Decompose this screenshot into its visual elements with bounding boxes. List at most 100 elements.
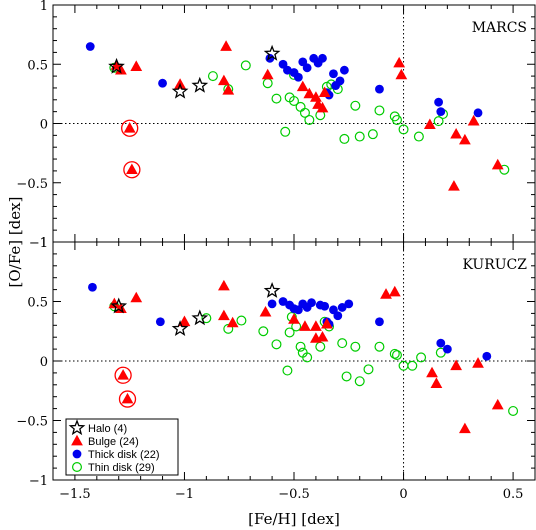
thin-disk-point [223,323,234,334]
bulge-point [299,320,311,331]
thick-disk-point [344,299,354,309]
bulge-point [467,114,480,126]
thin-disk-point [407,360,418,371]
bulge-point [459,133,471,145]
legend-marker-thick-disk [72,449,82,459]
bulge-point [130,291,143,303]
thin-disk-point [284,327,295,338]
bulge-point [380,288,392,299]
thick-disk-point [436,338,446,348]
thick-disk-point [339,65,349,75]
bulge-point [123,122,136,133]
thick-disk-point [329,69,338,79]
thin-disk-point [391,114,402,125]
thin-disk-point [354,376,365,387]
y-tick-label: −1 [29,236,48,251]
thin-disk-point [289,95,300,106]
thin-disk-point [280,126,291,137]
bulge-point [130,60,143,71]
thick-disk-point [436,107,446,117]
legend-label: Bulge (24) [88,436,139,448]
bulge-point [426,366,438,378]
legend-marker-thin-disk [71,462,82,473]
x-tick-label: −1.5 [59,487,91,502]
thin-disk-point [367,129,378,140]
thick-disk-point [293,72,303,82]
bulge-point [310,91,322,102]
y-tick-label: 1 [40,236,48,251]
legend: Halo (4)Bulge (24)Thick disk (22)Thin di… [65,418,179,476]
bulge-point [310,320,322,331]
halo-point [191,76,209,93]
legend-box [65,418,179,476]
thick-disk-point [307,298,316,308]
y-tick-label: 0.5 [27,296,48,311]
thick-disk-point [278,297,288,306]
thick-disk-point [318,53,327,63]
halo-point [263,44,281,61]
thick-disk-point [375,84,384,94]
thin-disk-point [363,364,374,375]
thick-disk-point [85,42,95,51]
thin-disk-point [508,405,519,416]
y-tick-label: −0.5 [16,177,48,192]
x-tick-label: −0.5 [278,487,310,502]
legend-label: Thick disk (22) [88,449,160,461]
thin-disk-point [389,348,400,359]
y-tick-label: 1 [40,0,48,14]
thick-disk-point [482,351,492,361]
bulge-point [320,317,333,329]
bulge-point [395,68,408,80]
thick-disk-point [155,317,165,327]
bulge-circled-marker [118,390,137,408]
bulge-point [450,127,463,139]
panel-1: −1 −0.5 0 0.5 1 KURUCZ Halo (4)Bulge (24)Thick… [16,236,536,489]
thin-disk-point [271,93,282,104]
bulge-point [430,377,443,388]
thin-disk-point [339,133,350,144]
thin-disk-point [354,131,365,142]
thick-disk-point [88,282,97,292]
thin-disk-point [374,105,385,116]
bulge-point [218,74,230,86]
thin-disk-point [299,107,310,118]
bulge-point [178,315,191,327]
y-axis-label: [O/Fe] [dex] [6,197,24,288]
thin-disk-point [499,164,510,175]
thin-disk-point [304,114,315,125]
halo-point [191,309,209,326]
halo-point [171,320,189,336]
y-tick-label: 0 [40,355,48,370]
panel-label: MARCS [472,20,527,36]
thick-disk-point [267,299,277,309]
bulge-point [316,101,329,113]
halo-point [108,57,125,74]
thin-disk-point [315,341,326,352]
legend-label: Halo (4) [88,423,127,435]
thick-disk-point [158,78,167,88]
thin-disk-point [398,124,409,135]
thin-disk-point [302,352,313,363]
thin-disk-point [391,350,402,361]
bulge-point [226,316,239,328]
x-axis-label: [Fe/H] [dex] [248,510,340,528]
bulge-circled-marker [123,161,141,179]
plot-layer: −1 −0.5 0 0.5 1 MARCS −1 −0.5 0 0.5 1 KURUCZ Halo (4… [16,0,536,502]
y-tick-label: 0 [40,118,48,133]
bulge-point [318,86,331,98]
thick-disk-point [375,317,384,327]
thin-disk-point [374,341,385,352]
bulge-point [261,68,274,80]
bulge-point [450,359,463,371]
bulge-point [393,56,406,68]
bulge-point [491,158,504,170]
thick-disk-point [333,311,343,321]
thin-disk-point [350,341,361,352]
thick-disk-point [434,97,443,107]
thin-disk-point [295,101,306,112]
thick-disk-point [320,301,330,311]
bulge-point [117,369,129,380]
thin-disk-point [350,100,361,111]
thin-disk-point [240,60,251,71]
